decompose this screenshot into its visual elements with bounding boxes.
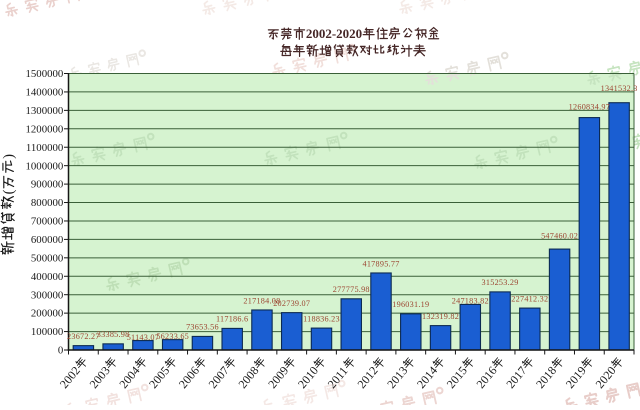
svg-text:400000: 400000: [31, 271, 63, 283]
svg-text:73653.56: 73653.56: [186, 323, 219, 332]
svg-text:100000: 100000: [31, 326, 63, 338]
svg-text:56233.65: 56233.65: [156, 332, 189, 341]
svg-text:1300000: 1300000: [26, 105, 64, 117]
svg-text:227412.32: 227412.32: [511, 294, 548, 303]
svg-text:): ): [1, 154, 17, 159]
svg-text:132319.82: 132319.82: [422, 312, 459, 321]
svg-text:800000: 800000: [31, 197, 63, 209]
svg-text:417895.77: 417895.77: [362, 259, 399, 268]
svg-text:(: (: [1, 189, 17, 194]
svg-text:315253.29: 315253.29: [482, 278, 519, 287]
svg-text:1200000: 1200000: [26, 123, 64, 135]
svg-text:2002-2020: 2002-2020: [306, 26, 362, 41]
svg-text:23672.27: 23672.27: [67, 332, 100, 341]
svg-text:196031.19: 196031.19: [392, 300, 429, 309]
svg-text:1100000: 1100000: [26, 142, 63, 154]
svg-text:217184.08: 217184.08: [243, 296, 280, 305]
svg-text:51143.07: 51143.07: [127, 333, 159, 342]
svg-text:277775.98: 277775.98: [333, 285, 370, 294]
svg-text:1260834.97: 1260834.97: [569, 103, 610, 112]
svg-text:547460.02: 547460.02: [541, 232, 578, 241]
svg-text:600000: 600000: [31, 234, 63, 246]
svg-text:33385.98: 33385.98: [97, 330, 130, 339]
svg-text:300000: 300000: [31, 289, 63, 301]
svg-text:118836.23: 118836.23: [303, 314, 340, 323]
svg-text:202739.07: 202739.07: [273, 299, 310, 308]
svg-text:1000000: 1000000: [26, 160, 64, 172]
svg-text:900000: 900000: [31, 179, 63, 191]
svg-text:1400000: 1400000: [26, 87, 64, 99]
svg-text:1341532.3: 1341532.3: [601, 84, 638, 93]
svg-text:117186.6: 117186.6: [216, 315, 248, 324]
svg-text:0: 0: [58, 345, 63, 357]
svg-text:500000: 500000: [31, 252, 63, 264]
svg-text:700000: 700000: [31, 216, 63, 228]
svg-text:1500000: 1500000: [26, 68, 64, 80]
svg-text:247183.82: 247183.82: [452, 297, 489, 306]
svg-text:200000: 200000: [31, 308, 63, 320]
